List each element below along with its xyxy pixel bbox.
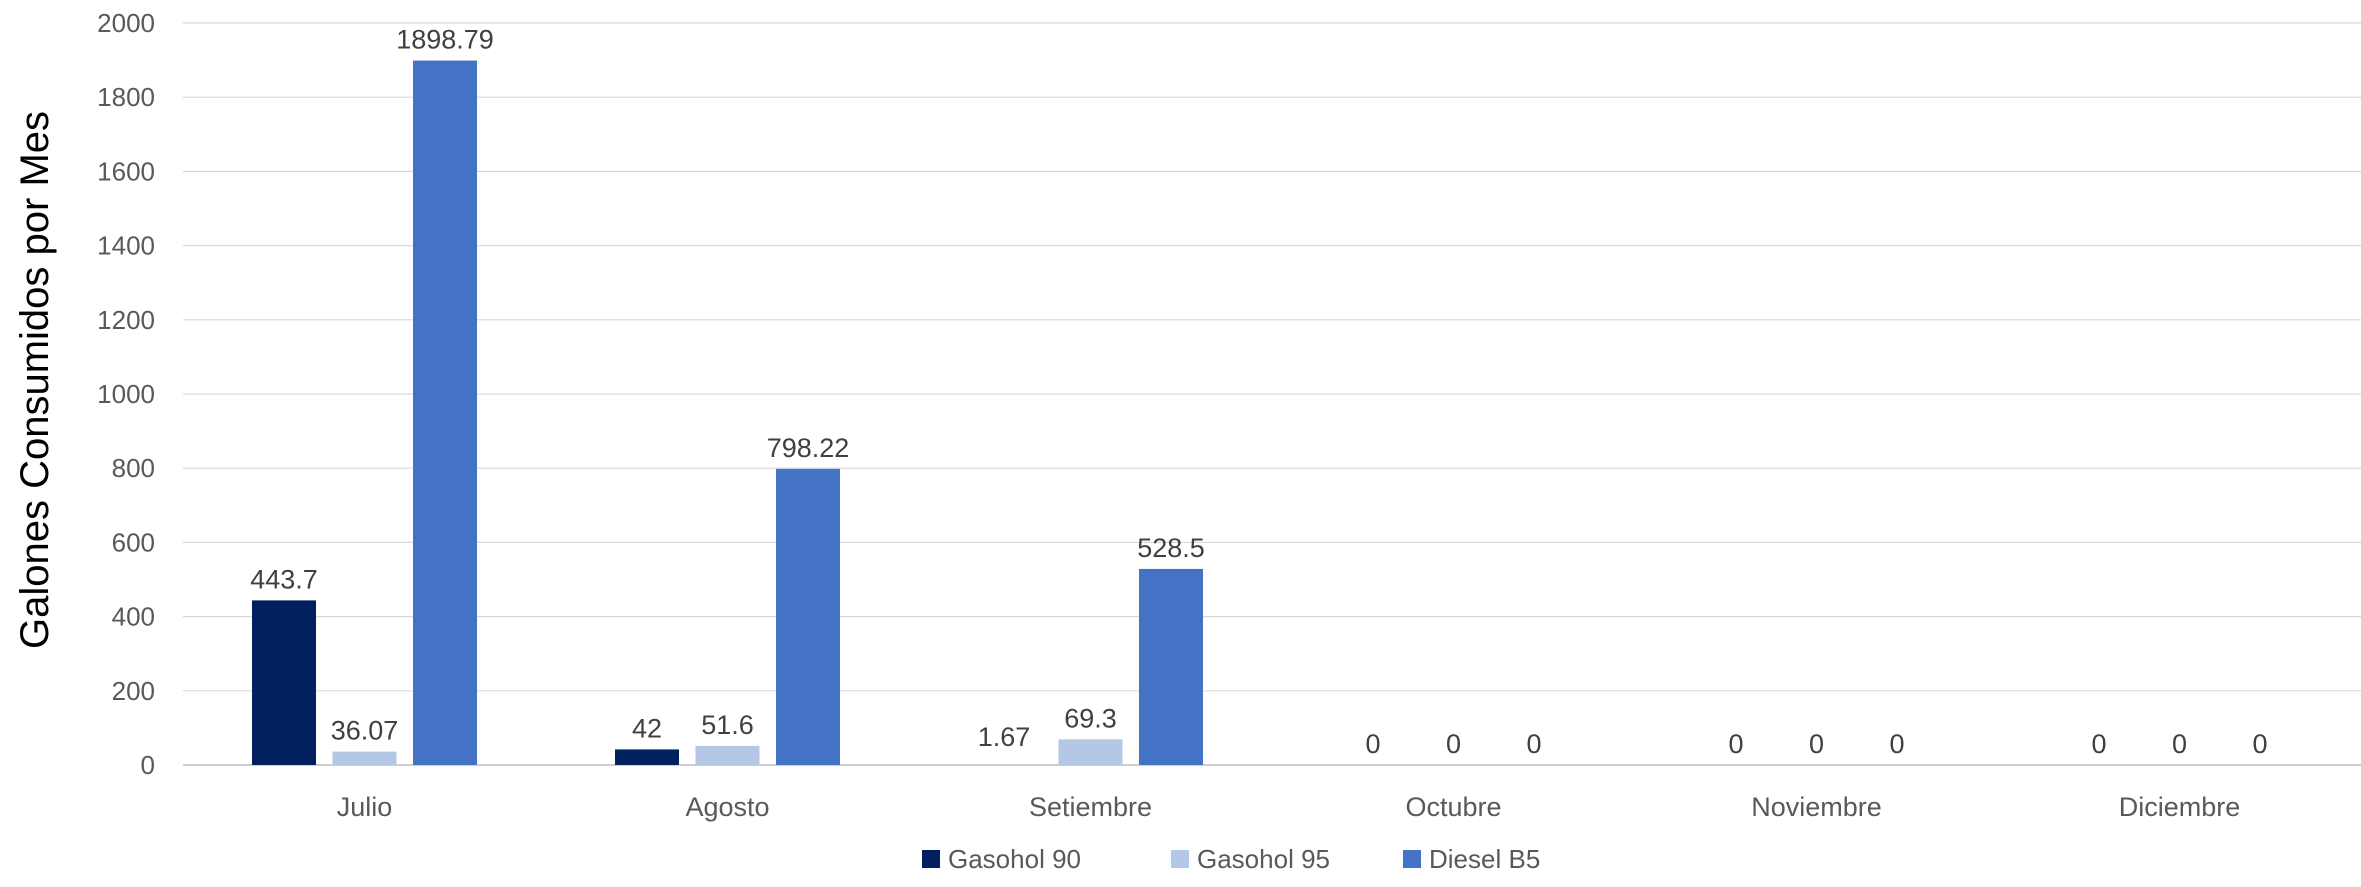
y-tick-label: 600 — [112, 527, 155, 557]
data-label: 0 — [1809, 729, 1824, 759]
legend-swatch — [922, 850, 940, 868]
y-tick-label: 1800 — [97, 82, 155, 112]
bar — [1058, 739, 1123, 765]
data-labels: 443.7 36.07 1898.79 42 51.6 798.22 69.3 528.5 0 0… — [250, 25, 2267, 759]
data-label: 0 — [1526, 729, 1541, 759]
x-category-label: Octubre — [1405, 792, 1501, 822]
data-label: 443.7 — [250, 564, 318, 594]
bar — [413, 60, 477, 766]
y-tick-label: 1000 — [97, 379, 155, 409]
y-axis-label: Galones Consumidos por Mes — [13, 111, 57, 649]
data-label: 0 — [1446, 729, 1461, 759]
data-label: 0 — [2252, 729, 2267, 759]
data-label: 51.6 — [701, 710, 754, 740]
x-category-label: Setiembre — [1029, 792, 1152, 822]
bar — [776, 468, 840, 765]
y-tick-label: 800 — [112, 453, 155, 483]
y-tick-label: 1400 — [97, 231, 155, 261]
y-tick-label: 0 — [141, 750, 155, 780]
y-tick-label: 200 — [112, 676, 155, 706]
y-tick-label: 2000 — [97, 8, 155, 38]
data-label: 0 — [2091, 729, 2106, 759]
x-category-label: Noviembre — [1751, 792, 1882, 822]
y-tick-label: 400 — [112, 602, 155, 632]
x-axis-categories: Julio Agosto Setiembre Octubre Noviembre Dici… — [337, 792, 2241, 822]
legend-label: Gasohol 90 — [948, 844, 1081, 874]
data-label: 69.3 — [1064, 703, 1117, 733]
y-tick-label: 1600 — [97, 156, 155, 186]
data-label: 0 — [2172, 729, 2187, 759]
data-label: 0 — [1889, 729, 1904, 759]
legend: Gasohol 90 Gasohol 95 Diesel B5 — [922, 844, 1540, 874]
y-axis-ticks: 0 200 400 600 800 1000 1200 1400 1600 1800 2000 — [97, 8, 155, 780]
legend-label: Diesel B5 — [1429, 844, 1540, 874]
data-label: 36.07 — [331, 716, 399, 746]
bar — [332, 751, 397, 765]
bar — [252, 600, 316, 765]
data-label: 0 — [1728, 729, 1743, 759]
bars — [252, 60, 1203, 766]
gridlines — [183, 22, 2361, 766]
x-category-label: Agosto — [685, 792, 769, 822]
legend-swatch — [1171, 850, 1189, 868]
bar — [615, 749, 679, 765]
data-label: 0 — [1365, 729, 1380, 759]
x-category-label: Diciembre — [2119, 792, 2241, 822]
data-label: 1898.79 — [396, 25, 494, 55]
x-category-label: Julio — [337, 792, 393, 822]
legend-label: Gasohol 95 — [1197, 844, 1330, 874]
data-label: 528.5 — [1137, 533, 1205, 563]
annotation-label: 1.67 — [978, 722, 1031, 752]
data-label: 42 — [632, 713, 662, 743]
bar — [1139, 568, 1203, 765]
legend-swatch — [1403, 850, 1421, 868]
data-label: 798.22 — [767, 433, 850, 463]
bar — [695, 745, 760, 765]
y-tick-label: 1200 — [97, 305, 155, 335]
